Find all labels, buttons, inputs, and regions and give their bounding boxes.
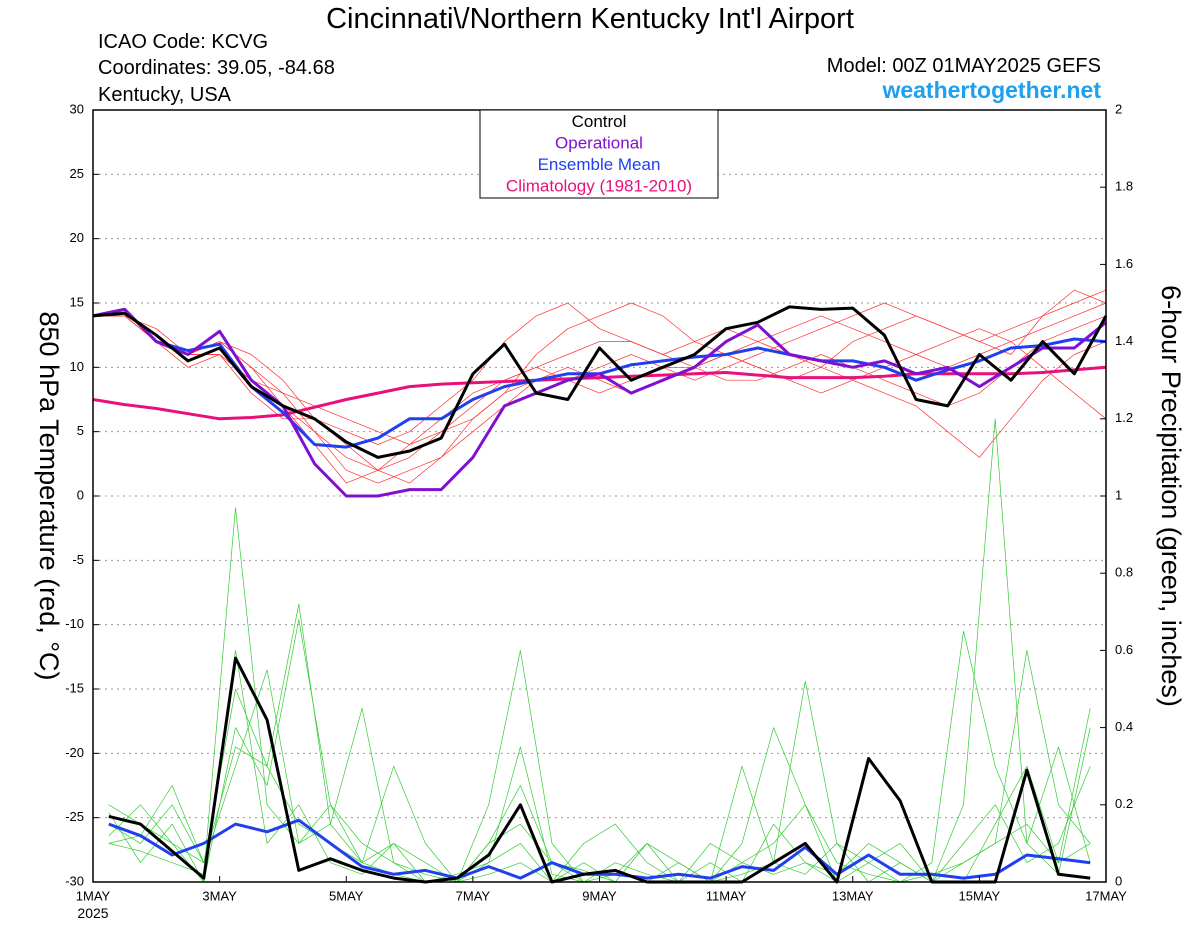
year-label: 2025: [77, 905, 108, 921]
y-tick-label: 30: [70, 101, 84, 116]
y-tick-label: -10: [65, 616, 84, 631]
info-line: Coordinates: 39.05, -84.68: [98, 57, 335, 79]
y2-axis-label: 6-hour Precipitation (green, inches): [1156, 285, 1186, 707]
axes: 30 25 20 15 10 5 0 -5 -10 -15 -20 -25 -30 0 0.2 0.4 0.6 0…: [65, 101, 1133, 903]
y-tick-label: 5: [77, 423, 84, 438]
legend: Control Operational Ensemble Mean Climatolo…: [479, 109, 719, 199]
member-line: [92, 302, 1107, 484]
site-label: weathertogether.net: [881, 77, 1101, 103]
info-line: Kentucky, USA: [98, 84, 232, 106]
member-line: [93, 302, 1107, 458]
y-tick-label: 25: [70, 166, 84, 181]
y-tick-label: 15: [70, 294, 84, 309]
member-line: [92, 289, 1107, 484]
legend-entry: Control: [572, 112, 627, 131]
y2-tick-label: 1.6: [1115, 256, 1133, 271]
model-label: Model: 00Z 01MAY2025 GEFS: [827, 55, 1101, 77]
y-tick-label: 10: [70, 359, 84, 374]
x-tick-label: 9MAY: [582, 888, 617, 903]
y-tick-label: -30: [65, 873, 84, 888]
x-tick-label: 3MAY: [202, 888, 237, 903]
y2-tick-label: 1.4: [1115, 333, 1133, 348]
x-tick-label: 13MAY: [832, 888, 874, 903]
x-tick-label: 17MAY: [1085, 888, 1127, 903]
y2-tick-label: 1.2: [1115, 410, 1133, 425]
legend-entry: Climatology (1981-2010): [506, 177, 692, 196]
x-tick-label: 7MAY: [456, 888, 491, 903]
legend-entry: Operational: [555, 134, 643, 153]
y2-tick-label: 0.8: [1115, 565, 1133, 580]
y-tick-label: -20: [65, 745, 84, 760]
series-line: [108, 656, 1091, 884]
x-tick-label: 15MAY: [959, 888, 1001, 903]
y-tick-label: -5: [72, 552, 84, 567]
y2-tick-label: 2: [1115, 101, 1122, 116]
x-tick-label: 11MAY: [706, 888, 747, 903]
series-line: [92, 307, 1107, 498]
y2-tick-label: 0.4: [1115, 719, 1133, 734]
y2-tick-label: 0: [1115, 873, 1122, 888]
x-tick-label: 5MAY: [329, 888, 364, 903]
chart-title: Cincinnati\/Northern Kentucky Int'l Airp…: [326, 3, 854, 35]
y2-tick-label: 1: [1115, 487, 1122, 502]
info-line: ICAO Code: KCVG: [98, 31, 268, 53]
series-line: [108, 818, 1091, 880]
y-tick-label: 20: [70, 230, 84, 245]
x-tick-label: 1MAY: [76, 888, 111, 903]
y2-tick-label: 1.8: [1115, 179, 1133, 194]
y-tick-label: -15: [65, 680, 84, 695]
legend-entry: Ensemble Mean: [538, 155, 661, 174]
legend-box: [479, 109, 719, 199]
y-axis-label: 850 hPa Temperature (red, °C): [34, 312, 64, 681]
member-line: [93, 315, 1107, 445]
y-tick-label: 0: [77, 487, 84, 502]
y-tick-label: -25: [65, 809, 84, 824]
y2-tick-label: 0.6: [1115, 642, 1133, 657]
series-line: [92, 305, 1108, 459]
y2-tick-label: 0.2: [1115, 796, 1133, 811]
